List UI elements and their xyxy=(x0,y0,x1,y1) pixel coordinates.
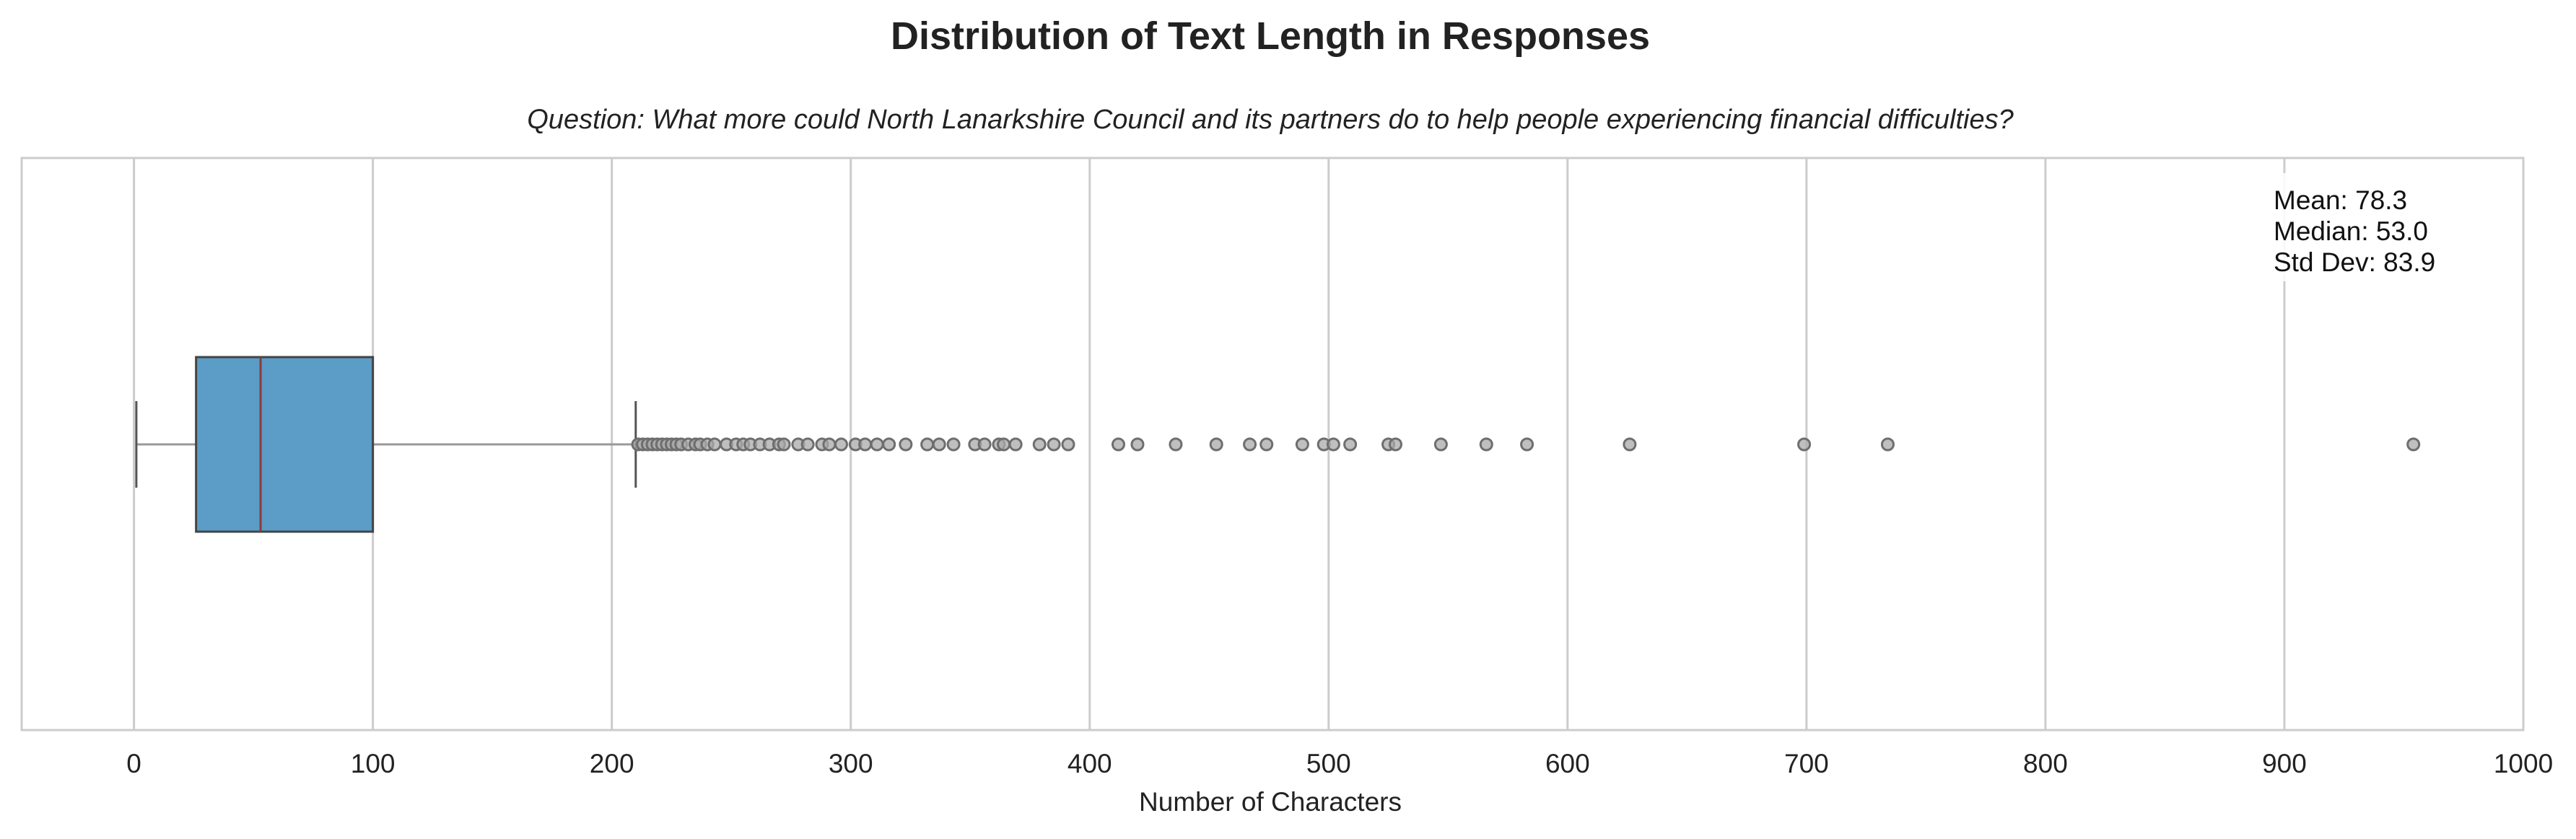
x-axis-label: Number of Characters xyxy=(1139,787,1402,817)
x-tick-label: 300 xyxy=(829,749,873,778)
outlier-point xyxy=(1433,437,1448,452)
outlier-point xyxy=(777,437,791,452)
outliers xyxy=(631,437,2421,452)
outlier-point xyxy=(1326,437,1340,452)
outlier-point xyxy=(1343,437,1358,452)
outlier-point xyxy=(1111,437,1125,452)
outlier-point xyxy=(1295,437,1309,452)
outlier-point xyxy=(977,437,992,452)
outlier-point xyxy=(1479,437,1493,452)
stats-box-background xyxy=(2265,173,2481,281)
stats-line: Std Dev: 83.9 xyxy=(2274,247,2435,277)
boxplot xyxy=(135,356,637,533)
x-tick-label: 900 xyxy=(2262,749,2307,778)
outlier-point xyxy=(2406,437,2421,452)
x-tick-label: 1000 xyxy=(2494,749,2553,778)
outlier-point xyxy=(997,437,1011,452)
x-tick-label: 700 xyxy=(1784,749,1829,778)
outlier-point xyxy=(707,437,722,452)
outlier-point xyxy=(1047,437,1061,452)
outlier-point xyxy=(1623,437,1637,452)
x-tick-label: 100 xyxy=(351,749,396,778)
x-tick-label: 200 xyxy=(590,749,634,778)
chart-subtitle: Question: What more could North Lanarksh… xyxy=(527,105,2014,135)
x-axis-ticks: 0 100 200 300 400 500 600 700 800 900 1000 xyxy=(126,749,2553,778)
stats-line: Median: 53.0 xyxy=(2274,216,2428,246)
outlier-point xyxy=(882,437,896,452)
outlier-point xyxy=(899,437,913,452)
outlier-point xyxy=(870,437,884,452)
outlier-point xyxy=(1243,437,1257,452)
x-tick-label: 500 xyxy=(1306,749,1351,778)
outlier-point xyxy=(1061,437,1075,452)
x-tick-label: 0 xyxy=(126,749,141,778)
outlier-point xyxy=(1797,437,1812,452)
x-tick-label: 600 xyxy=(1545,749,1590,778)
outlier-point xyxy=(946,437,961,452)
outlier-point xyxy=(1388,437,1402,452)
outlier-point xyxy=(834,437,848,452)
chart-title: Distribution of Text Length in Responses xyxy=(891,14,1650,58)
outlier-point xyxy=(1259,437,1274,452)
x-tick-label: 800 xyxy=(2023,749,2068,778)
outlier-point xyxy=(932,437,946,452)
x-tick-label: 400 xyxy=(1067,749,1112,778)
outlier-point xyxy=(920,437,935,452)
iqr-box xyxy=(195,356,375,533)
outlier-point xyxy=(1008,437,1023,452)
outlier-point xyxy=(800,437,815,452)
outlier-point xyxy=(1209,437,1223,452)
outlier-point xyxy=(1520,437,1534,452)
outlier-point xyxy=(822,437,837,452)
outlier-point xyxy=(1130,437,1145,452)
outlier-point xyxy=(1880,437,1895,452)
outlier-point xyxy=(858,437,873,452)
plot-frame xyxy=(20,157,2525,732)
outlier-point xyxy=(1169,437,1183,452)
stats-line: Mean: 78.3 xyxy=(2274,185,2407,215)
outlier-point xyxy=(1032,437,1047,452)
